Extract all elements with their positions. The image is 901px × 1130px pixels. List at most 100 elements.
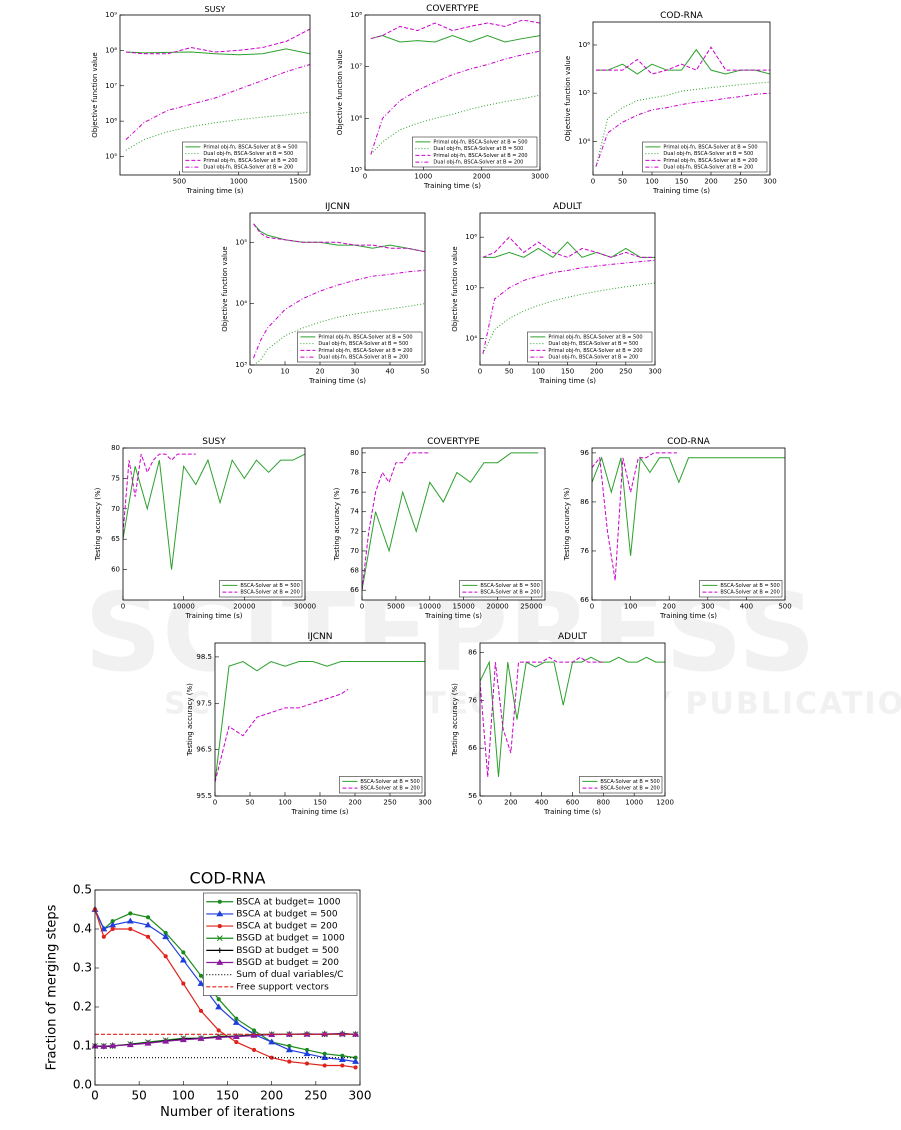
x-tick-label: 3000 — [531, 172, 549, 180]
y-tick-label: 86 — [468, 649, 477, 657]
marker — [197, 1035, 205, 1041]
y-tick-label: 10⁶ — [105, 117, 117, 125]
y-tick-label: 80 — [111, 444, 120, 452]
plot-frame — [592, 21, 771, 176]
legend-box — [203, 892, 358, 996]
y-axis-label: Testing accuracy (%) — [94, 487, 102, 561]
marker — [145, 915, 151, 920]
series-line — [253, 303, 425, 365]
marker — [285, 1046, 293, 1053]
marker — [338, 1056, 346, 1062]
legend-label: BSCA-Solver at B = 500 — [240, 583, 299, 589]
series-line — [362, 452, 539, 591]
x-tick-label: 300 — [349, 1088, 372, 1102]
plot-frame — [364, 14, 541, 171]
marker — [197, 980, 205, 986]
series-line — [123, 453, 305, 570]
y-axis-label: Testing accuracy (%) — [186, 683, 194, 757]
x-tick-label: 0 — [213, 798, 217, 806]
x-tick-label: 250 — [734, 177, 747, 185]
x-tick-label: 200 — [590, 367, 603, 375]
y-tick-label: 10⁹ — [105, 11, 117, 19]
marker — [304, 1061, 310, 1066]
y-tick-label: 76 — [580, 547, 589, 555]
x-tick-label: 0 — [91, 1088, 99, 1102]
marker — [179, 1036, 187, 1043]
marker — [216, 958, 224, 965]
marker — [101, 934, 106, 939]
marker — [303, 1050, 311, 1057]
x-tick-label: 0 — [478, 367, 482, 375]
y-tick-label: 10⁷ — [105, 82, 117, 90]
x-tick-label: 10 — [281, 367, 290, 375]
plot-area — [362, 448, 545, 600]
legend-label: BSGD at budget = 1000 — [236, 934, 345, 944]
legend-label: BSCA-Solver at B = 500 — [600, 779, 659, 785]
y-tick-label: 10⁴ — [465, 335, 477, 343]
x-tick-label: 10000 — [419, 602, 441, 610]
y-axis-label: Objective function value — [451, 246, 459, 331]
marker — [250, 1031, 258, 1038]
x-tick-label: 300 — [648, 367, 661, 375]
marker — [126, 917, 134, 924]
x-tick-label: 50 — [421, 367, 430, 375]
x-tick-label: 40 — [386, 367, 395, 375]
marker — [100, 1042, 108, 1049]
x-tick-label: 1000 — [414, 172, 432, 180]
series-line — [215, 660, 425, 783]
y-tick-label: 66 — [468, 744, 477, 752]
marker — [268, 1038, 276, 1045]
x-tick-label: 1000 — [625, 798, 643, 806]
x-tick-label: 1500 — [289, 177, 307, 185]
plot-frame — [119, 14, 311, 176]
series-line — [480, 656, 604, 777]
y-axis-label: Objective function value — [91, 52, 99, 137]
plot-frame — [479, 642, 666, 797]
y-tick-label: 0.2 — [73, 1000, 92, 1014]
x-tick-label: 500 — [173, 177, 186, 185]
series-line — [125, 28, 310, 55]
marker — [163, 954, 168, 959]
series-line — [595, 46, 770, 75]
marker — [110, 926, 115, 932]
chart-title: SUSY — [205, 5, 226, 14]
chart-title: ADULT — [553, 202, 582, 212]
series-line — [595, 81, 770, 167]
y-tick-label: 68 — [350, 567, 359, 575]
legend-label: Sum of dual variables/C — [236, 970, 343, 980]
legend-label: Dual obj-fn, BSCA-Solver at B = 500 — [318, 341, 408, 347]
legend-label: BSCA-Solver at B = 200 — [240, 590, 299, 596]
series-line — [592, 456, 785, 556]
plot-frame — [591, 447, 786, 601]
legend-label: Dual obj-fn, BSCA-Solver at B = 200 — [203, 165, 293, 171]
legend-box — [412, 136, 538, 168]
chart: SUSY Training time (s) Objective function … — [91, 5, 311, 195]
y-tick-label: 65 — [111, 535, 120, 543]
marker — [340, 1063, 345, 1068]
marker — [287, 1059, 292, 1064]
marker — [269, 1055, 274, 1060]
chart: COD-RNA Number of iterations Fraction of m… — [44, 868, 371, 1120]
marker — [145, 934, 151, 939]
legend-label: Primal obj-fn, BSCA-Solver at B = 200 — [318, 348, 412, 354]
x-tick-label: 500 — [778, 602, 791, 610]
chart-title: COVERTYPE — [426, 4, 479, 14]
x-tick-label: 100 — [278, 798, 291, 806]
x-tick-label: 10000 — [173, 602, 195, 610]
legend-label: BSCA-Solver at B = 500 — [720, 583, 779, 589]
marker — [128, 911, 133, 916]
chart: ADULT Training time (s) Objective function… — [451, 202, 662, 385]
x-tick-label: 150 — [216, 1088, 239, 1102]
legend-label: Primal obj-fn, BSCA-Solver at B = 200 — [663, 158, 757, 164]
x-tick-label: 800 — [597, 798, 610, 806]
y-tick-label: 97.5 — [196, 699, 212, 707]
x-tick-label: 200 — [704, 177, 717, 185]
legend-box — [182, 141, 308, 173]
legend-label: Dual obj-fn, BSCA-Solver at B = 200 — [548, 355, 638, 361]
legend-label: Primal obj-fn, BSCA-Solver at B = 500 — [548, 334, 642, 340]
x-tick-label: 200 — [260, 1088, 283, 1102]
x-tick-label: 400 — [740, 602, 753, 610]
chart-title: COD-RNA — [190, 868, 266, 887]
x-tick-label: 100 — [645, 177, 658, 185]
